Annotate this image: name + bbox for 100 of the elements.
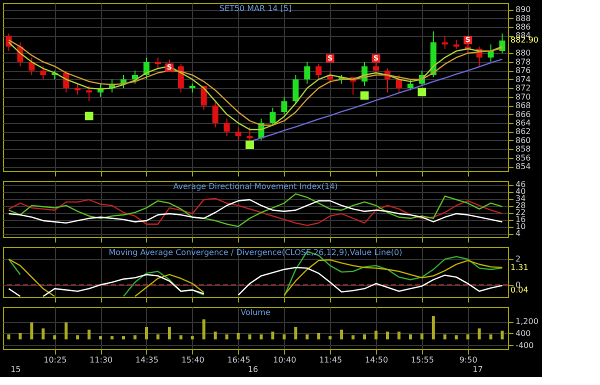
x-tick-label: 11:30 xyxy=(90,356,113,364)
bar xyxy=(53,335,56,340)
bar xyxy=(352,335,355,340)
y-tick-label: 888 xyxy=(516,14,531,23)
y-tick-label: 870 xyxy=(516,92,531,102)
bar xyxy=(30,322,34,340)
bar xyxy=(374,330,378,340)
bar xyxy=(248,334,252,340)
candlestick xyxy=(212,100,218,128)
bar xyxy=(168,327,171,340)
point xyxy=(418,88,426,96)
bar xyxy=(76,335,80,340)
bar xyxy=(64,322,68,340)
bar xyxy=(317,332,320,340)
x-tick-label: 10:25 xyxy=(44,356,67,364)
text: 15 xyxy=(10,365,21,374)
candlestick xyxy=(316,64,322,80)
bar xyxy=(7,334,10,340)
y-tick-label: 46 xyxy=(516,180,526,189)
y-tick-label: 2 xyxy=(516,254,521,264)
y-tick-label: 1,200 xyxy=(516,317,538,326)
y-tick-label: 860 xyxy=(516,136,531,145)
chart-title: Moving Average Convergence / Divergence(CLOSE,26,12,9),Value Line(0) xyxy=(108,248,402,257)
bar xyxy=(340,330,344,340)
bar xyxy=(489,334,492,340)
candlestick xyxy=(407,78,414,91)
x-tick-label: 15:55 xyxy=(410,356,434,364)
candlestick xyxy=(28,57,35,76)
candlestick xyxy=(74,83,81,96)
y-tick-label: 854 xyxy=(516,162,531,172)
x-tick-label: 14:50 xyxy=(364,356,388,364)
bar xyxy=(99,336,102,340)
bar xyxy=(190,336,194,340)
candlestick xyxy=(40,66,46,80)
chart-title: Average Directional Movement Index(14) xyxy=(173,182,338,191)
point xyxy=(84,112,94,120)
bar xyxy=(42,328,45,340)
bar xyxy=(294,327,298,340)
bar xyxy=(18,332,22,340)
y-tick-label: 880 xyxy=(516,48,531,58)
bar xyxy=(282,334,286,340)
y-tick-label: 868 xyxy=(516,101,531,110)
x-tick-label: 9:50 xyxy=(459,356,478,364)
y-tick-label: 886 xyxy=(516,22,531,32)
x-tick-label: 14:35 xyxy=(135,356,158,364)
point xyxy=(246,140,254,149)
candlestick xyxy=(224,118,230,137)
candlestick xyxy=(292,74,299,104)
chart-title: SET50 MAR 14 [5] xyxy=(219,4,292,13)
y-tick-label: 876 xyxy=(516,66,531,76)
candlestick xyxy=(235,126,242,141)
y-tick-label: 22 xyxy=(516,208,526,217)
y-tick-label: 4 xyxy=(516,229,521,238)
candlestick xyxy=(304,61,310,84)
y-tick-label: 34 xyxy=(516,194,526,203)
bar xyxy=(432,316,435,340)
y-tick-label: 874 xyxy=(516,74,531,84)
bar xyxy=(500,330,504,340)
bar xyxy=(88,330,91,340)
y-tick-label: 16 xyxy=(516,215,526,224)
y-tick-label: 890 xyxy=(516,5,531,14)
y-tick-label: 866 xyxy=(516,110,531,119)
text: 17 xyxy=(472,365,483,374)
y-tick-label: 28 xyxy=(516,201,526,210)
bar xyxy=(466,334,470,340)
candlestick xyxy=(396,74,402,93)
bar xyxy=(144,327,148,340)
bar xyxy=(214,332,217,340)
y-tick-label: 858 xyxy=(516,144,531,154)
bar xyxy=(179,335,182,340)
y-tick-label: 10 xyxy=(516,222,526,231)
bar xyxy=(397,332,400,340)
bar xyxy=(236,332,240,340)
bar xyxy=(454,335,458,340)
bar xyxy=(110,336,114,340)
y-tick-label: 862 xyxy=(516,127,531,136)
bar xyxy=(363,334,366,340)
y-tick-label: 872 xyxy=(516,84,531,93)
y-tick-label: 40 xyxy=(516,187,526,196)
x-tick-label: 15:40 xyxy=(181,356,204,364)
candlestick xyxy=(154,57,161,69)
x-tick-label: 10:40 xyxy=(273,356,296,364)
y-tick-label: -400 xyxy=(516,340,534,350)
y-tick-label: 878 xyxy=(516,57,531,66)
chart-title: Volume xyxy=(240,308,270,317)
text: 16 xyxy=(248,365,258,374)
bar xyxy=(478,328,481,340)
bar xyxy=(408,334,412,340)
candlestick xyxy=(132,70,138,84)
candlestick xyxy=(270,107,276,126)
bar xyxy=(225,334,228,340)
text: 1.31 xyxy=(510,263,528,272)
x-tick-label: 11:45 xyxy=(319,356,342,364)
bar xyxy=(271,332,274,340)
bar xyxy=(202,319,206,340)
point xyxy=(360,91,369,100)
candlestick xyxy=(488,44,494,62)
x-tick-label: 16:45 xyxy=(227,356,250,364)
bar xyxy=(306,334,309,340)
bar xyxy=(133,335,136,340)
